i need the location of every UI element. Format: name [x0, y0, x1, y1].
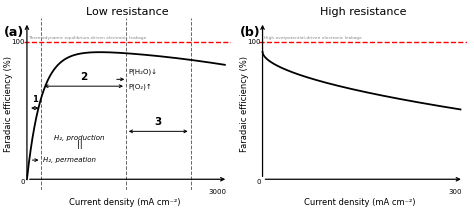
Text: 100: 100: [11, 39, 25, 45]
Text: 0: 0: [256, 179, 261, 185]
Text: 300: 300: [448, 189, 462, 195]
Text: 3000: 3000: [208, 189, 226, 195]
Text: H₂, production: H₂, production: [55, 135, 105, 141]
Text: High overpotential-driven electronic leakage: High overpotential-driven electronic lea…: [264, 36, 362, 40]
Text: 100: 100: [247, 39, 261, 45]
Text: 1: 1: [32, 95, 38, 104]
Text: Thermodynamic equilibrium-driven electronic leakage: Thermodynamic equilibrium-driven electro…: [28, 36, 146, 40]
Text: ||: ||: [77, 140, 82, 149]
Title: Low resistance: Low resistance: [86, 7, 169, 17]
Title: High resistance: High resistance: [320, 7, 406, 17]
Text: 2: 2: [80, 72, 87, 82]
Text: Current density (mA cm⁻²): Current density (mA cm⁻²): [69, 198, 180, 207]
Text: Faradaic efficiency (%): Faradaic efficiency (%): [4, 56, 13, 152]
Text: 3: 3: [155, 117, 162, 127]
Text: H₂, permeation: H₂, permeation: [44, 157, 96, 163]
Text: (b): (b): [239, 26, 260, 39]
Text: P(O₂)↑: P(O₂)↑: [128, 83, 152, 90]
Text: P(H₂O)↓: P(H₂O)↓: [128, 69, 157, 75]
Text: 0: 0: [20, 179, 25, 185]
Text: (a): (a): [4, 26, 24, 39]
Text: Current density (mA cm⁻²): Current density (mA cm⁻²): [304, 198, 416, 207]
Text: Faradaic efficiency (%): Faradaic efficiency (%): [239, 56, 248, 152]
